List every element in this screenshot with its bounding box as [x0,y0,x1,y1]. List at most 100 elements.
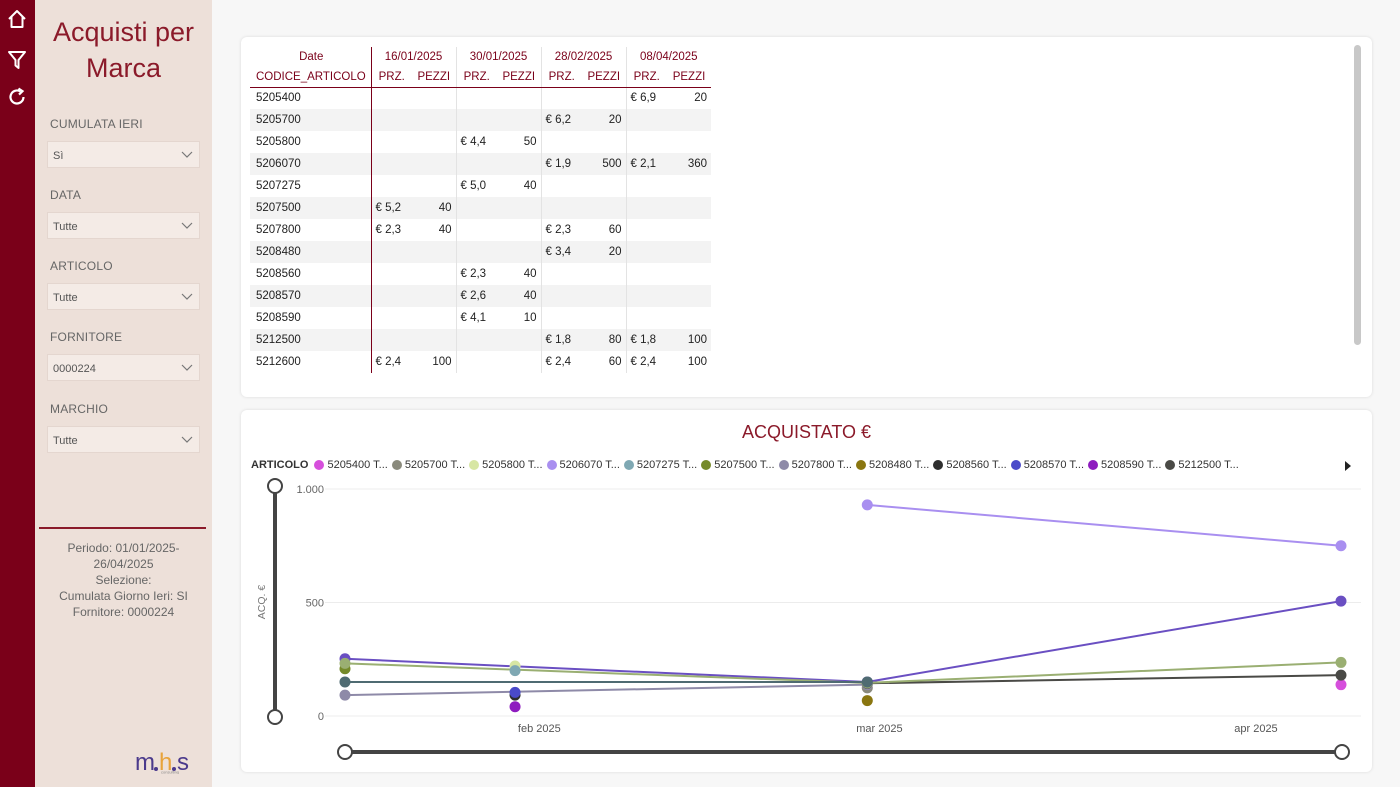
table-row[interactable]: 5207275 € 5,0 40 [250,175,711,197]
table-row[interactable]: 5212600 € 2,4 100 € 2,4 60 € 2,4 100 [250,351,711,373]
table-row[interactable]: 5208480 € 3,4 20 [250,241,711,263]
table-row[interactable]: 5212500 € 1,8 80 € 1,8 100 [250,329,711,351]
x-slider-handle-right[interactable] [1334,744,1350,760]
legend-next-arrow-icon[interactable] [1344,458,1352,476]
data-point[interactable] [339,676,351,688]
legend-item[interactable]: 5212500 T... [1165,459,1239,471]
data-point[interactable] [509,665,521,677]
cell-pezzi [582,87,627,109]
y-tick-label: 1.000 [296,484,324,496]
data-point[interactable] [1335,656,1347,668]
legend-item[interactable]: 5207800 T... [778,459,852,471]
cell-pezzi [582,197,627,219]
header-date[interactable]: 08/04/2025 [639,51,698,63]
cell-pezzi [497,87,542,109]
cell-pezzi: 100 [412,351,457,373]
header-pezzi[interactable]: PEZZI [582,67,627,88]
table-row[interactable]: 5205800 € 4,4 50 [250,131,711,153]
y-slider-handle-top[interactable] [267,478,283,494]
legend-item[interactable]: 5208480 T... [855,459,929,471]
series-line [867,503,1342,547]
header-date[interactable]: 16/01/2025 [371,47,457,67]
x-tick-label: feb 2025 [518,723,561,735]
cell-codice: 5208480 [250,241,372,263]
data-point[interactable] [861,695,873,707]
cell-codice: 5212500 [250,329,372,351]
legend-item[interactable]: 5207500 T... [701,459,775,471]
filter-value: 0000224 [53,363,96,375]
legend-item[interactable]: 5208570 T... [1010,459,1084,471]
legend-item[interactable]: 5205400 T... [314,459,388,471]
data-point[interactable] [861,499,873,511]
legend-item[interactable]: 5205700 T... [391,459,465,471]
cell-pezzi [667,131,711,153]
filter-label: ARTICOLO [50,259,113,273]
legend-item[interactable]: 5206070 T... [546,459,620,471]
cell-prezzo [541,131,582,153]
table-row[interactable]: 5207500 € 5,2 40 [250,197,711,219]
table-row[interactable]: 5205400 € 6,9 20 [250,87,711,109]
legend-items: 5205400 T... 5205700 T... 5205800 T... 5206… [314,459,1242,471]
header-date[interactable]: 28/02/2025 [541,47,627,67]
header-pezzi[interactable]: PEZZI [497,67,542,88]
legend-swatch [855,460,866,470]
filter-dropdown-data[interactable]: Tutte [47,212,200,239]
data-point[interactable] [339,689,351,701]
cell-pezzi [412,175,457,197]
cell-pezzi [667,197,711,219]
table-row[interactable]: 5208570 € 2,6 40 [250,285,711,307]
cell-pezzi: 20 [582,109,627,131]
line-chart-plot: 0 500 1.000 feb 2025 mar 2025 apr 2025 ACQ. € [256,478,1361,760]
filter-dropdown-fornitore[interactable]: 0000224 [47,354,200,381]
filter-dropdown-marchio[interactable]: Tutte [47,426,200,453]
header-date[interactable]: 30/01/2025 [456,47,542,67]
legend-swatch [933,460,944,470]
logo-letter-m: m [135,749,155,774]
cell-prezzo [371,175,412,197]
table-row[interactable]: 5208590 € 4,1 10 [250,307,711,329]
table-row[interactable]: 5208560 € 2,3 40 [250,263,711,285]
data-point[interactable] [1335,595,1347,607]
legend-label: 5212500 T... [1178,459,1239,471]
header-pezzi[interactable]: PEZZI [667,67,711,88]
data-point[interactable] [339,657,351,669]
legend-item[interactable]: 5207275 T... [623,459,697,471]
header-prz[interactable]: PRZ. [541,67,582,88]
filter-dropdown-cumulata-ieri[interactable]: Sì [47,141,200,168]
data-point[interactable] [509,686,521,698]
cell-prezzo: € 4,1 [460,312,487,324]
header-pezzi[interactable]: PEZZI [412,67,457,88]
cell-pezzi [497,197,542,219]
table-row[interactable]: 5207800 € 2,3 40 € 2,3 60 [250,219,711,241]
filter-dropdown-articolo[interactable]: Tutte [47,283,200,310]
table-row[interactable]: 5205700 € 6,2 20 [250,109,711,131]
header-prz[interactable]: PRZ. [626,67,667,88]
legend-label: 5208590 T... [1101,459,1162,471]
header-prz[interactable]: PRZ. [371,67,412,88]
company-logo: m h s consulting [135,748,205,776]
data-point[interactable] [509,701,521,713]
cell-prezzo [371,87,412,109]
cell-prezzo: € 1,8 [626,329,667,351]
header-code[interactable]: CODICE_ARTICOLO [250,67,372,88]
y-slider-handle-bottom[interactable] [267,709,283,725]
table-row[interactable]: 5206070 € 1,9 500 € 2,1 360 [250,153,711,175]
data-point[interactable] [1335,669,1347,681]
table-scrollbar[interactable] [1354,45,1361,345]
data-point[interactable] [1335,679,1347,691]
legend-item[interactable]: 5208590 T... [1088,459,1161,471]
legend-item[interactable]: 5205800 T... [469,459,543,471]
x-slider-handle-left[interactable] [337,744,353,760]
legend-label: 5207500 T... [714,459,775,471]
home-icon[interactable] [4,6,30,32]
cell-prezzo [456,153,497,175]
refresh-icon[interactable] [4,84,30,110]
data-point[interactable] [1335,540,1347,552]
filter-icon[interactable] [4,47,30,73]
header-prz[interactable]: PRZ. [456,67,497,88]
legend-item[interactable]: 5208560 T... [933,459,1007,471]
cell-prezzo [541,307,582,329]
data-point[interactable] [861,676,873,688]
cell-pezzi: 40 [497,285,542,307]
cell-prezzo [626,175,667,197]
